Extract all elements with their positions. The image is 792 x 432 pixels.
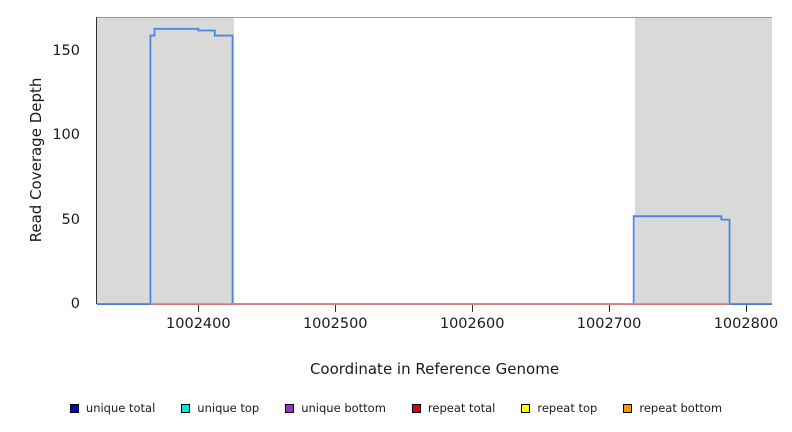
- x-tick-label: 1002700: [576, 316, 642, 332]
- x-tick-mark: [472, 305, 474, 312]
- legend-item[interactable]: unique bottom: [285, 402, 386, 414]
- legend-label: repeat total: [427, 401, 496, 415]
- plot-top-border: [97, 17, 772, 18]
- y-axis-line: [96, 17, 97, 304]
- x-tick-label: 1002800: [713, 316, 779, 332]
- legend-item[interactable]: unique total: [69, 401, 156, 415]
- x-tick-mark: [609, 305, 611, 312]
- x-tick-label: 1002400: [166, 316, 231, 332]
- y-axis-ticks: 0 50 100 150: [38, 0, 135, 432]
- series-layer: [97, 27, 772, 305]
- y-tick-label: 100: [52, 127, 80, 144]
- chart-legend: unique total unique top unique bottom repea…: [0, 398, 792, 418]
- x-tick-mark: [745, 305, 747, 312]
- x-axis-title: Coordinate in Reference Genome: [309, 360, 560, 378]
- series-line-unique-total: [97, 27, 772, 305]
- y-tick-label: 150: [52, 42, 80, 59]
- x-tick-label: 1002600: [439, 316, 505, 332]
- y-tick-label: 50: [61, 211, 80, 228]
- legend-label: repeat bottom: [639, 401, 723, 415]
- x-tick-label: 1002500: [302, 316, 368, 332]
- legend-item[interactable]: repeat bottom: [623, 402, 722, 414]
- legend-swatch-icon: [521, 403, 531, 413]
- legend-item[interactable]: unique top: [181, 402, 259, 414]
- x-tick-mark: [335, 305, 337, 312]
- legend-label: unique bottom: [301, 401, 386, 415]
- legend-label: unique total: [85, 401, 156, 415]
- repeat-region-band: [97, 18, 234, 304]
- legend-label: unique top: [197, 401, 260, 415]
- legend-swatch-icon: [411, 403, 421, 413]
- legend-swatch-icon: [181, 403, 191, 413]
- legend-item[interactable]: repeat top: [521, 402, 597, 414]
- legend-swatch-icon: [69, 403, 79, 413]
- y-tick-label: 0: [70, 296, 80, 312]
- legend-item[interactable]: repeat total: [411, 401, 496, 415]
- legend-swatch-icon: [623, 403, 633, 413]
- repeat-region-band: [635, 18, 772, 304]
- legend-label: repeat top: [537, 401, 598, 415]
- legend-swatch-icon: [285, 403, 295, 413]
- plot-area: [97, 17, 772, 305]
- x-tick-mark: [198, 305, 200, 312]
